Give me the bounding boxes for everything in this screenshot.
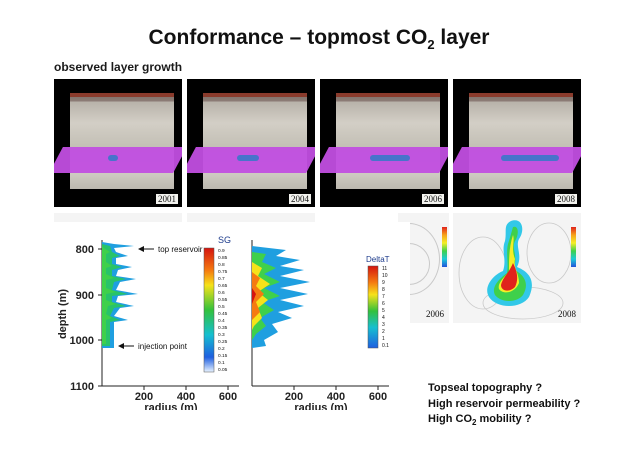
co2-plume (108, 155, 118, 161)
simulation-plots: 800 900 1000 1100 200 400 600 radius (m)… (54, 222, 410, 414)
sg-legend-labels: 0.9 0.85 0.8 0.75 0.7 0.65 0.6 0.55 0.5 … (218, 248, 228, 373)
x-tick-200: 200 (135, 391, 153, 403)
co2-plume (237, 155, 259, 161)
deltat-label: 9 (382, 280, 385, 286)
sg-label: 0.85 (218, 255, 228, 261)
seismic-block (336, 93, 440, 189)
seismic-block (469, 93, 573, 189)
deltat-label: 0.1 (382, 343, 389, 349)
deltat-label: 6 (382, 301, 385, 307)
top-reservoir-arrowhead (138, 246, 144, 252)
y-axis-label: depth (m) (57, 289, 69, 339)
seal-layer (469, 93, 573, 97)
seal-layer (70, 93, 174, 97)
seismic-panel-2008: 2008 (453, 79, 581, 207)
map-colorbar (571, 227, 576, 267)
deltat-legend-labels: 11 10 9 8 7 6 5 4 3 2 1 0.1 (382, 266, 389, 349)
y-tick-1000: 1000 (70, 335, 94, 347)
top-reservoir-annotation: top reservoir (158, 245, 203, 254)
panel-year: 2006 (422, 194, 444, 204)
question-topseal: Topseal topography ? (428, 382, 543, 394)
sg-label: 0.4 (218, 318, 225, 324)
seismic-block (203, 93, 307, 189)
hypotheses-list: Topseal topography ? High reservoir perm… (428, 381, 580, 431)
sg-label: 0.9 (218, 248, 225, 254)
co2-layer-plane (54, 147, 182, 173)
question-mobility: High CO2 mobility ? (428, 412, 580, 431)
panel-year: 2008 (555, 194, 577, 204)
sg-label: 0.1 (218, 360, 225, 366)
map-year: 2008 (558, 309, 576, 319)
x-tick-400: 400 (177, 391, 195, 403)
deltat-label: 3 (382, 322, 385, 328)
y-tick-1100: 1100 (70, 381, 94, 393)
seal-layer (203, 93, 307, 97)
title-subscript: 2 (427, 37, 435, 53)
x-tick-200: 200 (285, 391, 303, 403)
deltat-colorbar (367, 265, 379, 349)
sg-label: 0.75 (218, 269, 228, 275)
seismic-block (70, 93, 174, 189)
sg-label: 0.05 (218, 367, 228, 373)
sg-label: 0.5 (218, 304, 225, 310)
deltat-label: 1 (382, 336, 385, 342)
deltat-label: 10 (382, 273, 388, 279)
seismic-panel-2006: 2006 (320, 79, 448, 207)
x-tick-400: 400 (327, 391, 345, 403)
deltat-label: 4 (382, 315, 385, 321)
sg-legend-title: SG (218, 235, 231, 245)
question-permeability: High reservoir permeability ? (428, 397, 581, 410)
injection-point-arrowhead (118, 343, 124, 349)
temperature-plume (252, 246, 310, 348)
plume-shape (458, 220, 572, 320)
panel-year: 2001 (156, 194, 178, 204)
sg-label: 0.2 (218, 346, 225, 352)
deltat-label: 5 (382, 308, 385, 314)
sg-label: 0.3 (218, 332, 225, 338)
deltat-label: 2 (382, 329, 385, 335)
panel-year: 2004 (289, 194, 311, 204)
question-mobility-suffix: mobility ? (476, 413, 532, 425)
seismic-panel-2004: 2004 (187, 79, 315, 207)
deltat-legend-title: DeltaT (366, 255, 390, 264)
x-tick-600: 600 (369, 391, 387, 403)
deltat-label: 11 (382, 266, 387, 272)
sg-label: 0.7 (218, 276, 225, 282)
sg-label: 0.65 (218, 283, 228, 289)
co2-plume (501, 155, 559, 161)
subheading: observed layer growth (54, 60, 183, 74)
sg-label: 0.25 (218, 339, 228, 345)
right-x-label: radius (m) (294, 402, 348, 410)
y-tick-900: 900 (76, 290, 94, 302)
map-colorbar (442, 227, 447, 267)
title-text: Conformance – topmost CO (148, 26, 428, 49)
seismic-panel-2001: 2001 (54, 79, 182, 207)
sg-label: 0.6 (218, 290, 225, 296)
slide-title: Conformance – topmost CO2 layer (0, 26, 638, 52)
question-mobility-prefix: High CO (428, 413, 472, 425)
question-mobility-subscript: 2 (472, 418, 477, 428)
plots-svg: 800 900 1000 1100 200 400 600 radius (m)… (57, 235, 390, 414)
sg-label: 0.35 (218, 325, 228, 331)
deltat-label: 8 (382, 287, 385, 293)
deltat-label: 7 (382, 294, 385, 300)
sg-label: 0.55 (218, 297, 228, 303)
sg-label: 0.8 (218, 262, 225, 268)
sg-label: 0.15 (218, 353, 228, 359)
sg-colorbar (203, 247, 215, 373)
saturation-plume (102, 242, 138, 348)
plume-map-2008: 2008 (453, 213, 581, 323)
map-year: 2006 (426, 309, 444, 319)
left-x-label: radius (m) (144, 402, 198, 410)
co2-plume (370, 155, 410, 161)
sg-label: 0.45 (218, 311, 228, 317)
y-tick-800: 800 (76, 244, 94, 256)
title-suffix: layer (434, 26, 490, 49)
seal-layer (336, 93, 440, 97)
x-tick-600: 600 (219, 391, 237, 403)
injection-point-annotation: injection point (138, 342, 188, 351)
